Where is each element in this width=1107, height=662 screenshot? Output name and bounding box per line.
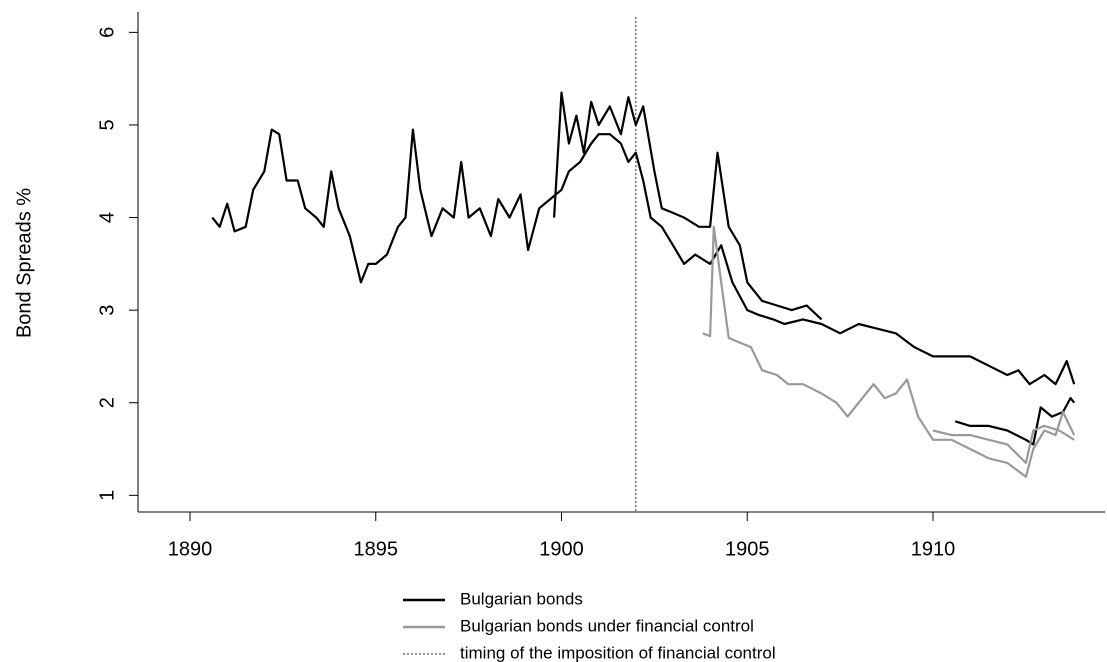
legend-label: Bulgarian bonds [460,589,583,608]
legend-label: timing of the imposition of financial co… [460,643,776,662]
series-line [954,397,1076,446]
x-tick-label: 1910 [911,538,956,560]
x-tick-label: 1900 [539,538,584,560]
y-tick-label: 5 [96,119,118,130]
y-tick-label: 1 [96,490,118,501]
series-line [211,128,1076,386]
x-tick-label: 1890 [168,538,213,560]
x-tick-label: 1895 [354,538,399,560]
y-tick-label: 3 [96,305,118,316]
series-line [702,225,1076,478]
y-tick-label: 6 [96,27,118,38]
x-tick-label: 1905 [725,538,770,560]
series-line [932,424,1075,464]
y-tick-label: 4 [96,212,118,223]
y-axis-label: Bond Spreads % [13,188,35,338]
y-tick-label: 2 [96,397,118,408]
legend-label: Bulgarian bonds under financial control [460,616,754,635]
series-line [553,91,823,321]
